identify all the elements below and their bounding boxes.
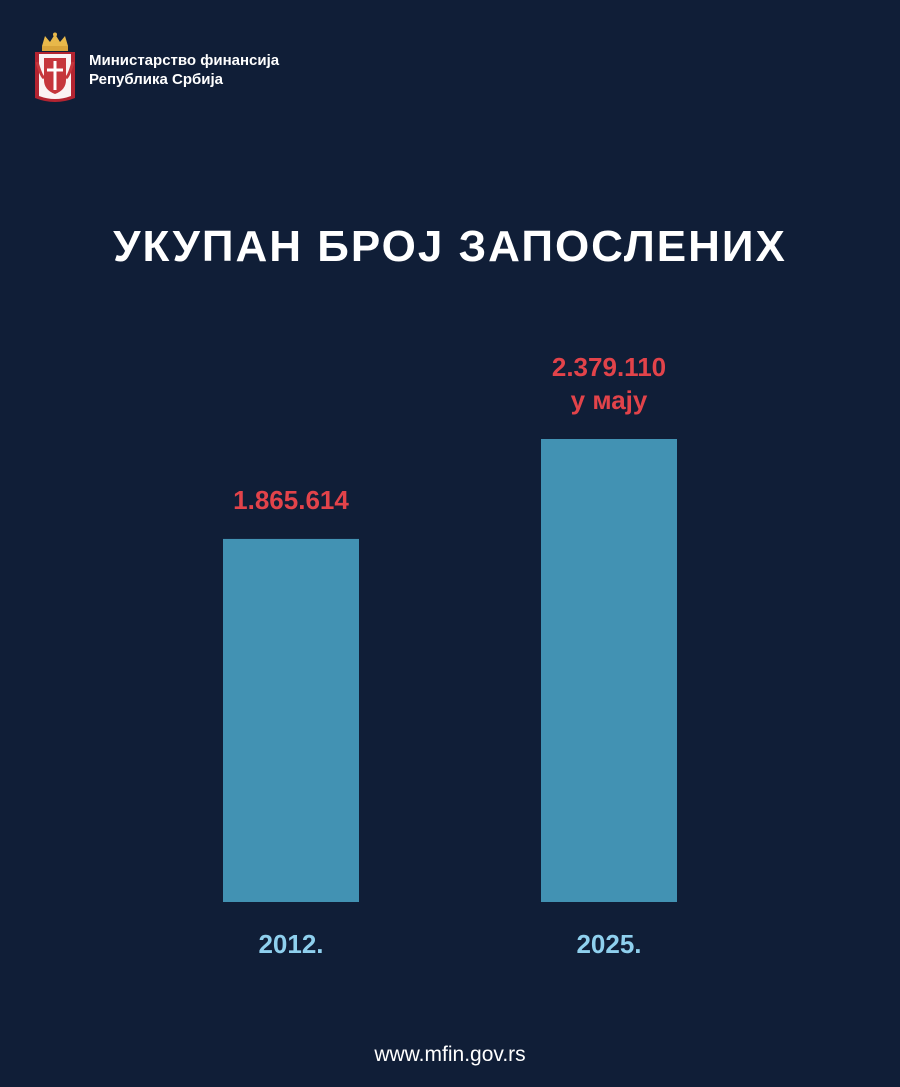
chart-title: УКУПАН БРОЈ ЗАПОСЛЕНИХ [113,222,787,271]
value-label: у мају [571,385,648,415]
category-label: 2012. [258,929,323,959]
coat-of-arms-icon [35,32,75,102]
org-name-line1: Министарство финансија [89,52,280,69]
website-url: www.mfin.gov.rs [374,1043,526,1066]
bar-2012 [223,538,359,902]
value-label: 1.865.614 [233,485,349,515]
header: Министарство финансија Република Србија [33,32,279,108]
org-name-line2: Република Србија [89,71,224,88]
bar-2025 [541,439,677,902]
category-label: 2025. [576,929,641,959]
value-label: 2.379.110 [552,352,666,382]
